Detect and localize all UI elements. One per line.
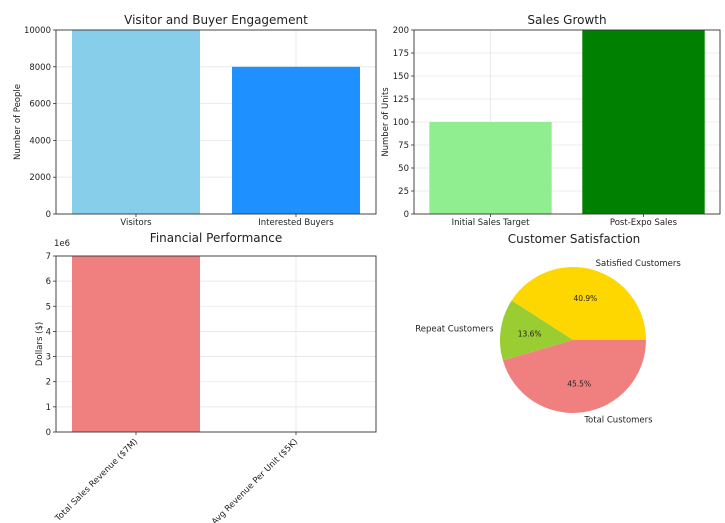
plot-frame [55,29,377,215]
y-tick-label: 4000 [29,136,51,146]
y-tick-label: 0 [46,210,51,220]
y-tick-label: 3 [46,353,51,363]
plot-frame [55,255,377,433]
slice-total-customers [502,340,646,413]
chart-3-financial-performance: 0 1 2 3 4 5 6 7 Total Sales Revenue ($7M) Avg Rev… [35,231,377,523]
bar-initial-sales-target [429,122,552,214]
bar-visitors [72,30,200,214]
chart-title: Customer Satisfaction [508,232,641,246]
chart-title: Visitor and Buyer Engagement [124,13,308,27]
y-tick-label: 200 [393,26,409,36]
y-tick-label: 150 [393,72,409,82]
chart-title: Financial Performance [150,231,282,245]
y-offset-label: 1e6 [54,239,70,249]
y-tick-label: 75 [398,141,409,151]
chart-1-visitor-and-buyer-engagement: 0 2000 4000 6000 8000 10000 Visitors Interested… [13,13,377,228]
x-tick-label: Avg Revenue Per Unit ($5K) [210,437,300,523]
bar-post-expo-sales [582,30,705,214]
y-tick-label: 5 [46,302,51,312]
y-axis-label: Dollars ($) [35,322,45,366]
slice-label: Total Customers [583,415,653,425]
y-tick-label: 100 [393,118,409,128]
x-tick-label: Interested Buyers [258,218,334,228]
slice-pct-label: 45.5% [567,379,591,388]
slice-satisfied-customers [511,266,646,340]
y-tick-label: 1 [46,403,51,413]
slice-pct-label: 13.6% [518,330,542,339]
y-tick-label: 6 [46,277,51,287]
y-tick-label: 2000 [29,173,51,183]
slice-pct-label: 40.9% [573,294,597,303]
x-tick-label: Total Sales Revenue ($7M) [53,437,140,523]
y-tick-label: 4 [46,327,51,337]
chart-title: Sales Growth [527,13,606,27]
y-tick-label: 10000 [24,26,51,36]
x-tick-label: Visitors [120,218,152,228]
slice-repeat-customers [500,300,573,361]
bar-interested-buyers [232,66,360,214]
y-tick-label: 8000 [29,63,51,73]
bar-total-sales-revenue-7m [72,256,200,432]
y-axis-label: Number of People [13,84,23,160]
chart-4-customer-satisfaction: Customer Satisfaction 40.9% Satisfied Cust… [415,232,681,425]
y-tick-label: 25 [398,187,409,197]
x-tick-label: Initial Sales Target [452,218,531,228]
y-tick-label: 0 [404,210,409,220]
chart-2-sales-growth: 0 25 50 75 100 125 150 175 200 Initial Sales Targ… [381,13,721,228]
x-tick-label: Post-Expo Sales [610,218,678,228]
slice-label: Repeat Customers [415,324,494,334]
y-tick-label: 2 [46,378,51,388]
y-tick-label: 6000 [29,100,51,110]
y-tick-label: 0 [46,428,51,438]
y-tick-label: 7 [46,252,51,262]
slice-label: Satisfied Customers [596,259,682,269]
y-axis-label: Number of Units [381,87,391,157]
y-tick-label: 175 [393,49,409,59]
y-tick-label: 50 [398,164,409,174]
plot-frame [413,29,721,215]
y-tick-label: 125 [393,95,409,105]
